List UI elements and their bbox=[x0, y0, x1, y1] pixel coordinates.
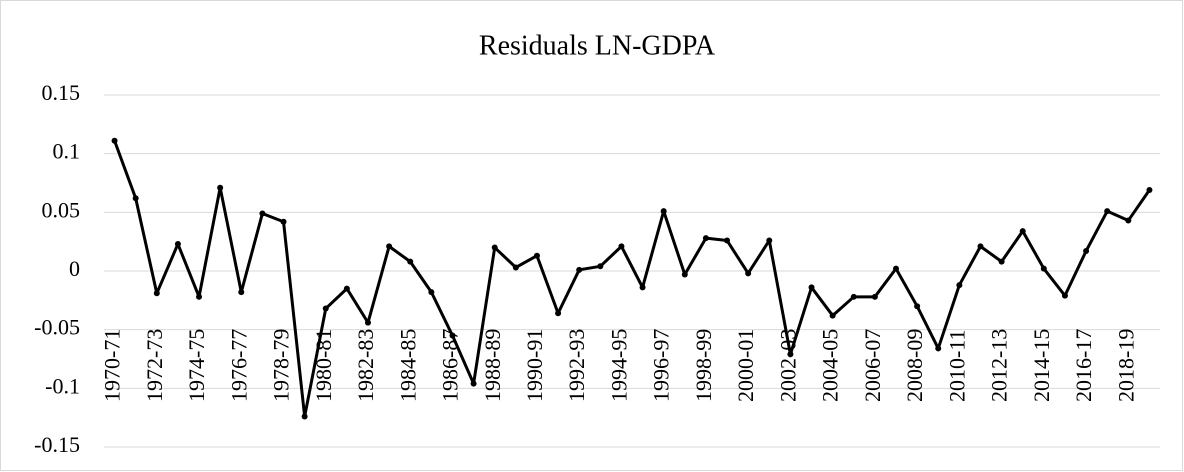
point bbox=[259, 210, 266, 217]
x-tick-label: 2008-09 bbox=[902, 329, 927, 402]
x-tick-label: 2010-11 bbox=[944, 329, 969, 402]
x-tick-label: 2014-15 bbox=[1029, 329, 1054, 402]
x-tick-label: 1988-89 bbox=[480, 329, 505, 402]
point bbox=[998, 258, 1005, 265]
point bbox=[935, 345, 942, 352]
x-tick-label: 2018-19 bbox=[1113, 329, 1138, 402]
point bbox=[681, 271, 688, 278]
point bbox=[196, 293, 203, 300]
point bbox=[597, 263, 604, 270]
point bbox=[576, 266, 583, 273]
point bbox=[724, 237, 731, 244]
point bbox=[766, 237, 773, 244]
point bbox=[470, 380, 477, 387]
x-tick-label: 2000-01 bbox=[733, 329, 758, 402]
point bbox=[301, 413, 308, 420]
point bbox=[977, 243, 984, 250]
point bbox=[829, 312, 836, 319]
point bbox=[217, 184, 224, 191]
point bbox=[702, 235, 709, 242]
y-tick-label: 0.05 bbox=[42, 197, 81, 222]
point bbox=[322, 305, 329, 312]
point bbox=[343, 285, 350, 292]
point bbox=[1125, 217, 1132, 224]
x-tick-label: 1978-79 bbox=[269, 329, 294, 402]
point bbox=[1146, 187, 1153, 194]
point bbox=[850, 293, 857, 300]
point bbox=[365, 319, 371, 326]
y-tick-label: -0.05 bbox=[34, 315, 80, 340]
series-line bbox=[113, 140, 1151, 418]
y-tick-label: -0.1 bbox=[45, 373, 80, 398]
point bbox=[280, 218, 287, 225]
point bbox=[111, 137, 118, 144]
point bbox=[871, 293, 878, 300]
x-tick-label: 1994-95 bbox=[606, 329, 631, 402]
point bbox=[449, 332, 456, 339]
point bbox=[555, 310, 562, 317]
x-tick-label: 1976-77 bbox=[226, 329, 251, 402]
x-tick-label: 1974-75 bbox=[184, 329, 209, 402]
point bbox=[174, 241, 181, 248]
point bbox=[407, 258, 414, 265]
x-tick-label: 2016-17 bbox=[1071, 329, 1096, 402]
y-tick-label: 0 bbox=[69, 256, 80, 281]
point bbox=[956, 282, 963, 289]
point bbox=[745, 270, 752, 277]
x-tick-label: 2006-07 bbox=[860, 329, 885, 402]
point bbox=[660, 208, 667, 215]
point bbox=[491, 244, 498, 251]
point bbox=[808, 284, 815, 291]
y-tick-label: 0.15 bbox=[42, 80, 81, 105]
point bbox=[787, 351, 794, 358]
point bbox=[386, 243, 393, 250]
point bbox=[153, 290, 160, 297]
y-tick-label: 0.1 bbox=[53, 139, 81, 164]
x-tick-label: 2002-03 bbox=[775, 329, 800, 402]
point bbox=[1061, 292, 1068, 299]
x-tick-label: 1972-73 bbox=[142, 329, 167, 402]
point bbox=[893, 265, 899, 272]
x-tick-label: 1980-81 bbox=[311, 329, 336, 402]
x-tick-label: 1992-93 bbox=[564, 329, 589, 402]
point bbox=[238, 289, 245, 296]
point bbox=[914, 303, 921, 310]
x-tick-label: 2012-13 bbox=[987, 329, 1012, 402]
point bbox=[512, 264, 519, 271]
point bbox=[1104, 208, 1111, 215]
point bbox=[618, 243, 625, 250]
point bbox=[533, 252, 540, 259]
point bbox=[428, 289, 435, 296]
point bbox=[639, 284, 646, 291]
x-tick-label: 1996-97 bbox=[649, 329, 674, 402]
point bbox=[1019, 228, 1026, 235]
point bbox=[1083, 248, 1090, 255]
x-tick-label: 1982-83 bbox=[353, 329, 378, 402]
x-tick-label: 1984-85 bbox=[395, 329, 420, 402]
x-tick-label: 1986-87 bbox=[438, 329, 463, 402]
y-tick-label: -0.15 bbox=[34, 432, 80, 457]
point bbox=[132, 195, 139, 202]
x-tick-label: 1970-71 bbox=[100, 329, 125, 402]
x-tick-label: 1990-91 bbox=[522, 329, 547, 402]
x-tick-label: 1998-99 bbox=[691, 329, 716, 402]
chart-title: Residuals LN-GDPA bbox=[479, 30, 716, 61]
x-tick-label: 2004-05 bbox=[818, 329, 843, 402]
point bbox=[1040, 265, 1047, 272]
